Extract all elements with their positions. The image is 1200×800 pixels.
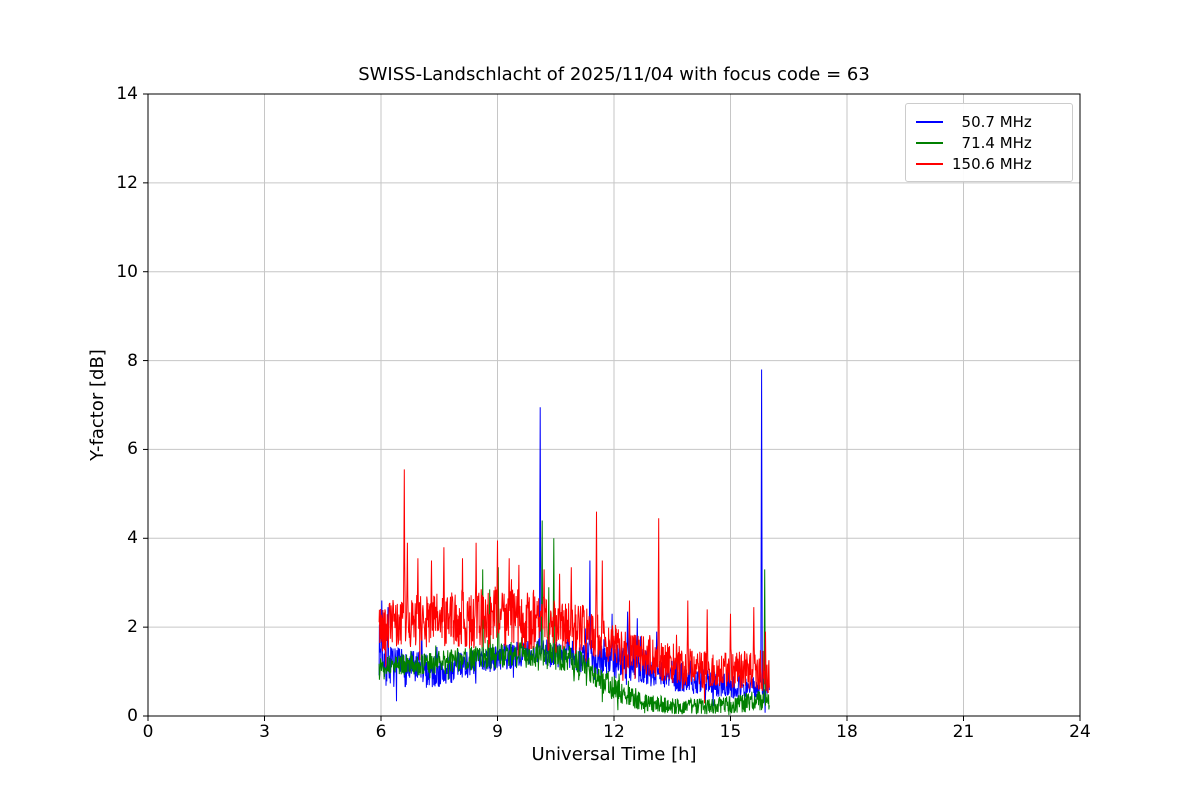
- x-tick-label: 24: [1069, 722, 1091, 742]
- y-tick-label: 12: [116, 172, 138, 193]
- y-tick-label: 2: [127, 617, 138, 638]
- x-axis-label: Universal Time [h]: [531, 744, 697, 765]
- legend-swatch-150.6-MHz: [916, 162, 943, 165]
- x-tick-label: 0: [142, 722, 154, 742]
- legend-item: 71.4 MHz: [916, 132, 1062, 153]
- y-tick-label: 4: [127, 528, 138, 549]
- x-tick-label: 6: [375, 722, 387, 742]
- y-tick-label: 10: [116, 261, 138, 282]
- chart-title: SWISS-Landschlacht of 2025/11/04 with fo…: [358, 64, 870, 85]
- series-line-71.4-MHz: [378, 520, 770, 716]
- legend-item: 50.7 MHz: [916, 111, 1062, 132]
- x-tick-label: 15: [719, 722, 742, 742]
- y-tick-label: 0: [127, 706, 138, 726]
- x-tick-label: 9: [492, 722, 503, 742]
- legend-item: 150.6 MHz: [916, 153, 1062, 174]
- x-tick-label: 12: [603, 722, 625, 742]
- y-tick-label: 14: [116, 84, 138, 104]
- y-tick-label: 6: [127, 439, 138, 460]
- legend-label: 50.7 MHz: [952, 112, 1032, 131]
- legend-label: 71.4 MHz: [952, 133, 1032, 152]
- x-tick-label: 3: [259, 722, 270, 742]
- x-tick-label: 18: [836, 722, 858, 742]
- series-line-150.6-MHz: [378, 469, 770, 704]
- legend-label: 150.6 MHz: [952, 154, 1032, 173]
- x-tick-label: 21: [952, 722, 975, 742]
- y-tick-label: 8: [127, 350, 138, 371]
- legend-swatch-71.4-MHz: [916, 141, 943, 144]
- legend-swatch-50.7-MHz: [916, 120, 943, 123]
- legend: 50.7 MHz 71.4 MHz 150.6 MHz: [905, 103, 1073, 182]
